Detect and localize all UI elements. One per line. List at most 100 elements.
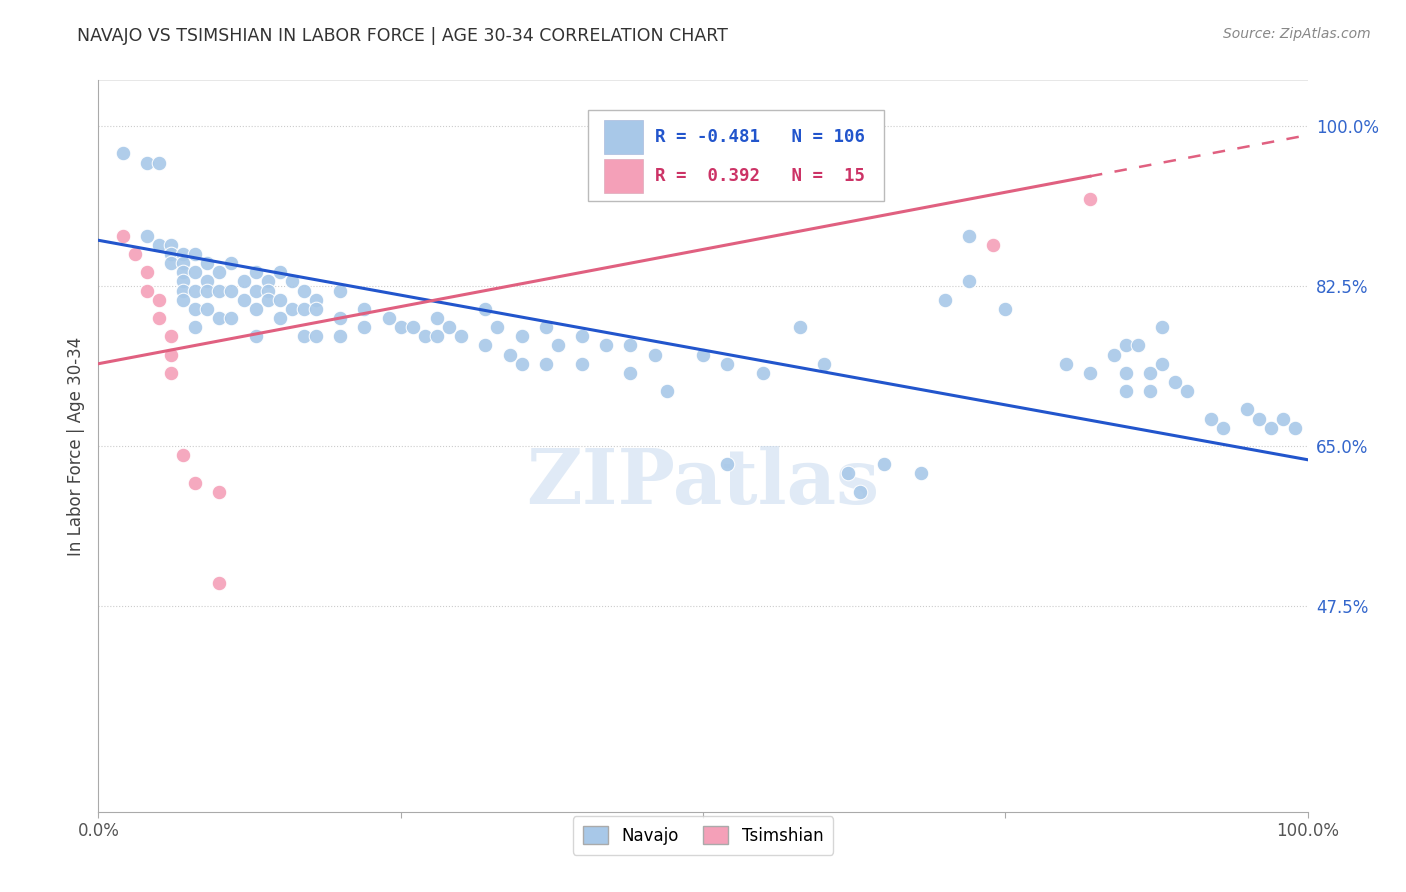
- Point: [208, 484, 231, 499]
- Point: [269, 265, 291, 279]
- Point: [619, 338, 641, 352]
- Point: [245, 329, 267, 343]
- Point: [111, 228, 134, 243]
- Point: [232, 275, 254, 289]
- Point: [232, 293, 254, 307]
- Point: [981, 238, 1004, 252]
- Point: [498, 348, 520, 362]
- Point: [1152, 357, 1174, 371]
- Point: [849, 484, 872, 499]
- Point: [474, 338, 496, 352]
- Point: [195, 275, 218, 289]
- Point: [208, 265, 231, 279]
- Point: [148, 310, 170, 325]
- Point: [1078, 366, 1101, 380]
- Point: [160, 348, 183, 362]
- Point: [184, 284, 207, 298]
- Point: [245, 301, 267, 316]
- Point: [957, 275, 980, 289]
- Point: [172, 284, 194, 298]
- Text: Source: ZipAtlas.com: Source: ZipAtlas.com: [1223, 27, 1371, 41]
- Point: [1163, 375, 1185, 389]
- Text: ZIPatlas: ZIPatlas: [526, 446, 880, 519]
- Point: [305, 293, 328, 307]
- Point: [256, 293, 278, 307]
- Point: [571, 329, 593, 343]
- Point: [221, 310, 243, 325]
- Point: [148, 238, 170, 252]
- Point: [752, 366, 775, 380]
- Point: [1139, 384, 1161, 399]
- Point: [450, 329, 472, 343]
- Point: [1249, 411, 1271, 425]
- Point: [1199, 411, 1222, 425]
- Point: [184, 265, 207, 279]
- Point: [353, 301, 375, 316]
- Point: [329, 284, 352, 298]
- Point: [208, 284, 231, 298]
- Point: [245, 265, 267, 279]
- Point: [571, 357, 593, 371]
- Point: [292, 284, 315, 298]
- Point: [389, 320, 412, 334]
- Point: [1115, 366, 1137, 380]
- Point: [281, 275, 304, 289]
- Point: [195, 256, 218, 270]
- Point: [195, 284, 218, 298]
- Point: [910, 467, 932, 481]
- Point: [184, 320, 207, 334]
- Point: [644, 348, 666, 362]
- Point: [124, 247, 146, 261]
- Point: [208, 576, 231, 591]
- Point: [160, 238, 183, 252]
- Point: [172, 275, 194, 289]
- Point: [160, 256, 183, 270]
- Point: [245, 284, 267, 298]
- Point: [353, 320, 375, 334]
- Point: [619, 366, 641, 380]
- Point: [426, 329, 449, 343]
- Point: [1054, 357, 1077, 371]
- Point: [305, 301, 328, 316]
- Point: [510, 329, 533, 343]
- Point: [534, 357, 557, 371]
- Point: [135, 228, 157, 243]
- FancyBboxPatch shape: [603, 160, 643, 193]
- Point: [221, 256, 243, 270]
- Point: [160, 247, 183, 261]
- Point: [160, 366, 183, 380]
- Point: [413, 329, 436, 343]
- Point: [547, 338, 569, 352]
- Point: [184, 475, 207, 490]
- Point: [716, 458, 738, 472]
- Point: [716, 357, 738, 371]
- Point: [172, 247, 194, 261]
- Point: [474, 301, 496, 316]
- Point: [269, 293, 291, 307]
- Point: [1175, 384, 1198, 399]
- Legend: Navajo, Tsimshian: Navajo, Tsimshian: [572, 816, 834, 855]
- Point: [873, 458, 896, 472]
- Point: [281, 301, 304, 316]
- Point: [135, 265, 157, 279]
- Point: [329, 329, 352, 343]
- Point: [148, 155, 170, 169]
- Point: [377, 310, 399, 325]
- Point: [195, 301, 218, 316]
- Point: [221, 284, 243, 298]
- Point: [172, 256, 194, 270]
- Point: [329, 310, 352, 325]
- Point: [135, 155, 157, 169]
- FancyBboxPatch shape: [588, 110, 884, 201]
- Point: [172, 293, 194, 307]
- Point: [655, 384, 678, 399]
- Point: [160, 329, 183, 343]
- Point: [426, 310, 449, 325]
- Point: [1152, 320, 1174, 334]
- Point: [172, 265, 194, 279]
- Point: [208, 310, 231, 325]
- Point: [1212, 420, 1234, 434]
- Point: [437, 320, 460, 334]
- Text: R =  0.392   N =  15: R = 0.392 N = 15: [655, 168, 865, 186]
- Point: [957, 228, 980, 243]
